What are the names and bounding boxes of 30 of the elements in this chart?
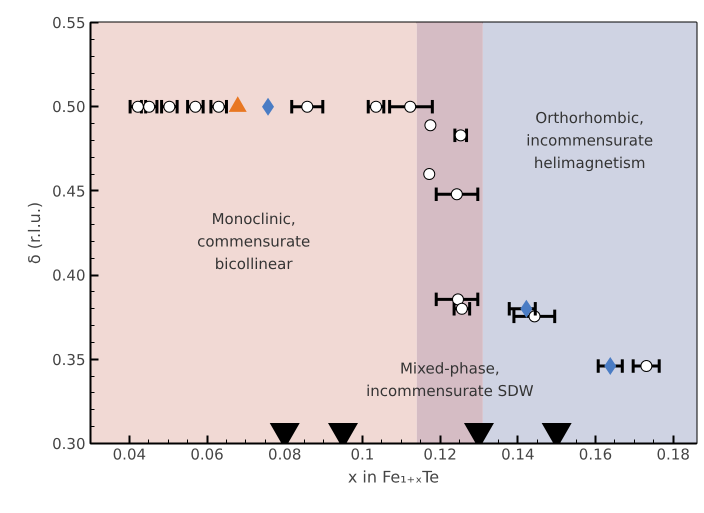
point: [301, 100, 314, 113]
point: [189, 100, 202, 113]
band-label: Monoclinic, commensurate bicollinear: [197, 210, 310, 273]
band-label: Orthorhombic, incommensurate helimagnetism: [526, 108, 654, 172]
y-tick-label: 0.50: [52, 98, 86, 116]
point: [450, 188, 463, 200]
point: [456, 302, 468, 315]
band-label: Mixed-phase, incommensurate SDW: [366, 359, 534, 400]
x-tick-label: 0.16: [578, 446, 612, 464]
x-tick-label: 0.04: [112, 446, 146, 464]
y-tick-label: 0.40: [52, 266, 86, 285]
x-tick-label: 0.06: [190, 446, 224, 464]
x-tick-label: 0.14: [501, 446, 535, 464]
x-tick-label: 0.12: [423, 446, 457, 464]
x-tick-label: 0.18: [656, 446, 690, 464]
point: [452, 293, 464, 306]
x-axis-title: x in Fe₁₊ₓTe: [348, 468, 440, 486]
point: [212, 100, 225, 113]
y-tick-label: 0.30: [52, 435, 86, 453]
point: [423, 168, 436, 180]
point: [370, 100, 382, 113]
point: [640, 360, 652, 372]
point: [424, 119, 436, 132]
y-tick-label: 0.55: [52, 14, 86, 32]
y-tick-label: 0.45: [52, 182, 86, 200]
y-axis-title: δ (r.l.u.): [25, 202, 44, 264]
x-tick-label: 0.1: [350, 446, 374, 464]
point: [404, 100, 416, 113]
y-tick-label: 0.35: [52, 350, 86, 369]
x-tick-label: 0.08: [268, 446, 302, 464]
